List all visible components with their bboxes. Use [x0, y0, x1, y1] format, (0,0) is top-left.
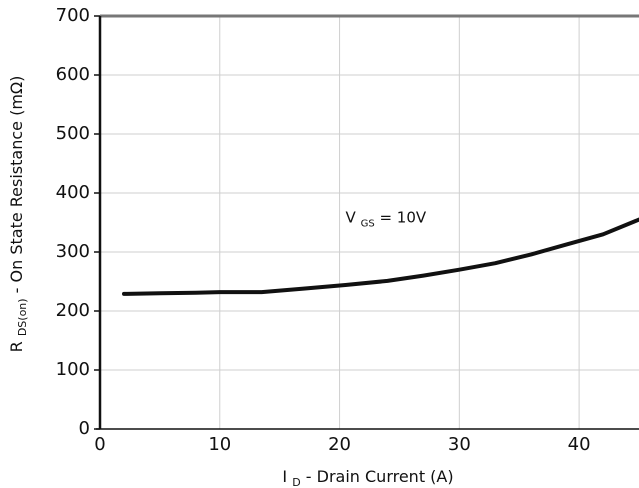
y-axis-label-rest: - On State Resistance (mΩ)	[7, 76, 26, 294]
x-axis-label-rest: - Drain Current (A)	[306, 467, 454, 486]
y-tick-label-700: 700	[56, 5, 90, 26]
annotation-rest: = 10V	[379, 209, 426, 227]
y-axis-label-main: R	[7, 341, 26, 352]
x-tick-label-40: 40	[568, 434, 591, 455]
x-tick-label-20: 20	[328, 434, 351, 455]
x-axis-label: I D - Drain Current (A)	[282, 467, 453, 488]
x-tick-label-10: 10	[208, 434, 231, 455]
x-tick-label-0: 0	[94, 434, 105, 455]
y-tick-label-0: 0	[79, 418, 90, 439]
series-layer	[122, 217, 639, 296]
gridlines	[100, 16, 639, 429]
y-tick-label-200: 200	[56, 300, 90, 321]
y-axis-label: R DS(on) - On State Resistance (mΩ)	[7, 76, 30, 353]
y-axis-label-sub: DS(on)	[16, 298, 29, 336]
y-tick-label-100: 100	[56, 359, 90, 380]
x-tick-label-30: 30	[448, 434, 471, 455]
y-tick-label-300: 300	[56, 241, 90, 262]
y-tick-label-400: 400	[56, 182, 90, 203]
x-axis-label-sub: D	[292, 476, 300, 488]
y-tick-label-600: 600	[56, 64, 90, 85]
annotation-sub: GS	[361, 219, 375, 230]
annotation-vgs: V GS = 10V	[346, 209, 427, 231]
plot-frame	[96, 14, 639, 430]
tick-labels: 0 100 200 300 400 500 600 700 0 10 20 30 40	[56, 5, 591, 455]
y-tick-label-500: 500	[56, 123, 90, 144]
x-axis-label-main: I	[282, 467, 287, 486]
series-line-0	[122, 217, 639, 296]
annotation-main: V	[346, 209, 357, 227]
